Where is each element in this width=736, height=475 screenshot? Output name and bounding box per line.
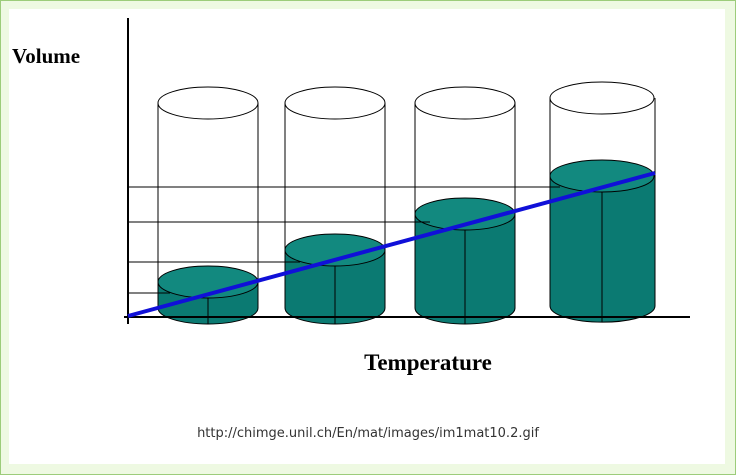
cylinder (415, 87, 515, 324)
diagram: Volume Temperature (0, 0, 736, 420)
cylinder (285, 87, 385, 324)
cylinder (550, 82, 655, 322)
caption: http://chimge.unil.ch/En/mat/images/im1m… (0, 426, 736, 441)
y-axis-label: Volume (12, 44, 80, 68)
cylinder (158, 87, 258, 324)
x-axis-label: Temperature (364, 350, 492, 375)
